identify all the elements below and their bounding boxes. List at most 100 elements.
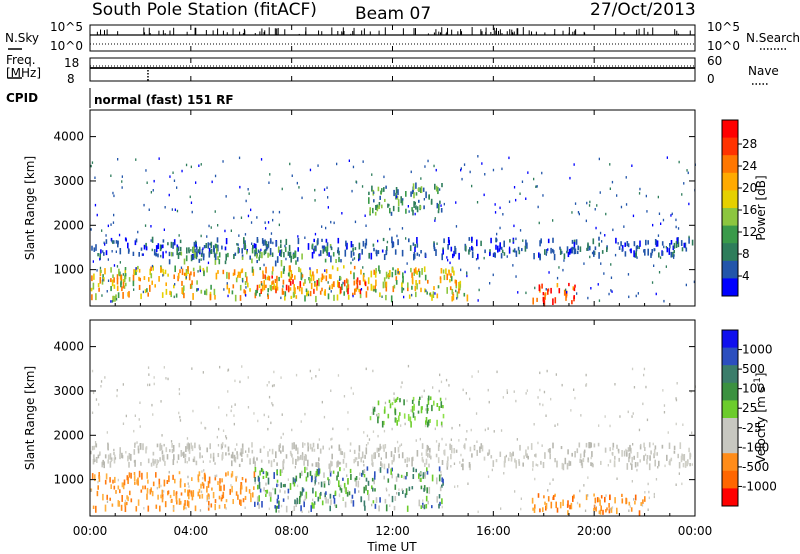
heatmap-cell xyxy=(150,266,152,271)
heatmap-cell xyxy=(92,260,94,263)
heatmap-cell xyxy=(384,498,387,504)
heatmap-cell xyxy=(436,496,438,503)
heatmap-cell xyxy=(190,271,192,276)
heatmap-cell xyxy=(415,280,417,286)
heatmap-cell xyxy=(123,285,126,289)
heatmap-cell xyxy=(663,404,666,407)
heatmap-cell xyxy=(138,268,141,273)
heatmap-cell xyxy=(465,438,467,441)
heatmap-cell xyxy=(201,481,204,486)
heatmap-cell xyxy=(113,457,116,464)
heatmap-cell xyxy=(521,180,524,183)
heatmap-cell xyxy=(183,272,186,276)
heatmap-cell xyxy=(624,242,626,247)
heatmap-cell xyxy=(180,266,183,269)
heatmap-cell xyxy=(158,478,161,485)
heatmap-cell xyxy=(367,480,370,486)
heatmap-cell xyxy=(440,380,443,384)
heatmap-cell xyxy=(295,475,298,482)
heatmap-cell xyxy=(176,500,178,505)
heatmap-cell xyxy=(413,268,416,273)
heatmap-cell xyxy=(431,474,434,482)
heatmap-cell xyxy=(241,277,244,282)
heatmap-cell xyxy=(369,207,371,215)
heatmap-cell xyxy=(340,286,342,294)
heatmap-cell xyxy=(385,504,388,512)
heatmap-cell xyxy=(140,462,142,466)
heatmap-cell xyxy=(252,245,254,249)
heatmap-cell xyxy=(187,266,189,272)
heatmap-cell xyxy=(535,463,537,467)
heatmap-cell xyxy=(112,191,114,195)
heatmap-cell xyxy=(236,475,238,479)
heatmap-cell xyxy=(342,459,345,464)
heatmap-cell xyxy=(285,238,288,246)
heatmap-cell xyxy=(103,277,105,282)
heatmap-cell xyxy=(322,445,324,450)
heatmap-cell xyxy=(227,452,230,456)
heatmap-cell xyxy=(460,167,462,170)
heatmap-cell xyxy=(97,253,99,257)
heatmap-cell xyxy=(251,248,254,254)
heatmap-cell xyxy=(310,476,313,483)
heatmap-cell xyxy=(449,444,451,451)
heatmap-cell xyxy=(442,413,445,419)
heatmap-cell xyxy=(583,451,586,458)
heatmap-cell xyxy=(330,245,332,249)
heatmap-cell xyxy=(375,249,378,255)
heatmap-cell xyxy=(498,248,501,252)
heatmap-cell xyxy=(431,294,433,301)
heatmap-cell xyxy=(437,285,440,289)
heatmap-cell xyxy=(648,463,651,471)
heatmap-cell xyxy=(396,195,398,198)
heatmap-cell xyxy=(163,454,165,458)
heatmap-cell xyxy=(281,413,283,416)
heatmap-cell xyxy=(371,462,373,466)
heatmap-cell xyxy=(647,482,649,486)
heatmap-cell xyxy=(635,245,638,252)
heatmap-cell xyxy=(295,500,297,508)
heatmap-cell xyxy=(218,252,221,258)
heatmap-cell xyxy=(192,409,194,413)
heatmap-cell xyxy=(259,254,261,258)
heatmap-cell xyxy=(207,242,210,249)
heatmap-cell xyxy=(350,499,353,504)
heatmap-cell xyxy=(327,498,329,504)
heatmap-cell xyxy=(352,244,354,248)
heatmap-cell xyxy=(324,246,327,252)
colorbar-tick-label: -1000 xyxy=(742,479,777,493)
heatmap-cell xyxy=(680,240,683,246)
heatmap-cell xyxy=(579,458,581,463)
heatmap-cell xyxy=(588,442,590,449)
heatmap-cell xyxy=(287,272,290,277)
heatmap-cell xyxy=(681,453,683,456)
heatmap-cell xyxy=(193,271,195,277)
heatmap-cell xyxy=(239,452,242,456)
heatmap-cell xyxy=(330,246,333,251)
heatmap-cell xyxy=(214,499,217,504)
heatmap-cell xyxy=(682,454,684,461)
heatmap-cell xyxy=(425,458,428,465)
heatmap-cell xyxy=(361,451,364,459)
heatmap-cell xyxy=(604,496,606,503)
heatmap-cell xyxy=(256,237,259,243)
heatmap-cell xyxy=(490,237,492,244)
heatmap-cell xyxy=(598,157,600,161)
heatmap-cell xyxy=(630,462,632,466)
heatmap-cell xyxy=(412,456,414,462)
heatmap-cell xyxy=(500,429,503,432)
heatmap-cell xyxy=(376,206,379,210)
heatmap-cell xyxy=(344,501,347,508)
heatmap-cell xyxy=(125,414,127,418)
heatmap-cell xyxy=(263,280,265,285)
heatmap-cell xyxy=(670,214,672,217)
heatmap-cell xyxy=(576,292,578,295)
heatmap-cell xyxy=(605,509,607,513)
heatmap-cell xyxy=(419,205,422,210)
heatmap-cell xyxy=(654,459,656,467)
heatmap-cell xyxy=(293,482,296,487)
heatmap-cell xyxy=(414,285,417,292)
heatmap-cell xyxy=(605,212,607,216)
heatmap-cell xyxy=(652,223,654,227)
heatmap-cell xyxy=(177,454,180,460)
